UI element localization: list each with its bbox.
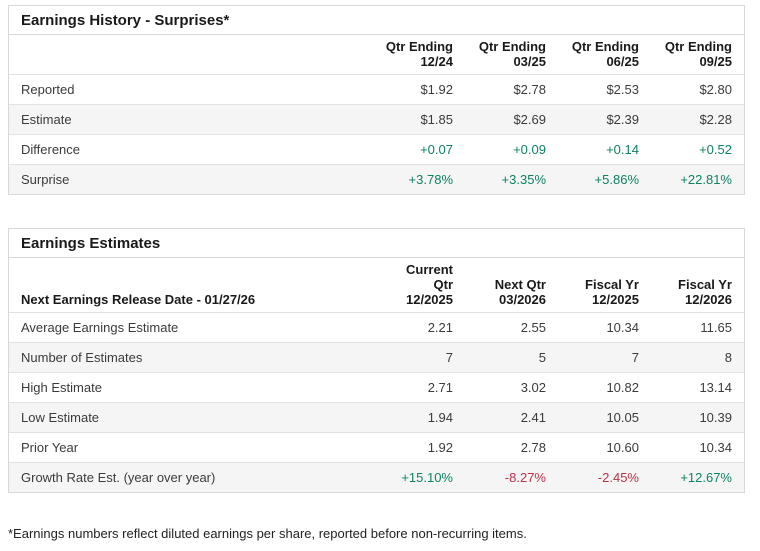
value-cell: +5.86% (594, 172, 639, 187)
table-row-low-estimate: Low Estimate 1.94 2.41 10.05 10.39 (9, 402, 744, 433)
value-cell: +0.09 (513, 142, 546, 157)
earnings-estimates-table: Next Earnings Release Date - 01/27/26 Cu… (9, 258, 744, 492)
column-header-fiscal-yr-2025: Fiscal Yr 12/2025 (558, 258, 651, 313)
value-cell: 1.92 (427, 440, 453, 455)
column-header-current-qtr: Current Qtr 12/2025 (372, 258, 465, 313)
earnings-estimates-header-row: Next Earnings Release Date - 01/27/26 Cu… (9, 258, 744, 313)
value-cell: 2.21 (427, 320, 453, 335)
row-label: Low Estimate (21, 410, 100, 425)
value-cell: 10.34 (699, 440, 732, 455)
table-row-estimate: Estimate $1.85 $2.69 $2.39 $2.28 (9, 104, 744, 135)
earnings-history-corner-cell (9, 35, 372, 75)
earnings-history-title: Earnings History - Surprises* (9, 6, 744, 35)
value-cell: $2.53 (606, 82, 639, 97)
value-cell: 10.82 (606, 380, 639, 395)
value-cell: +12.67% (680, 470, 732, 485)
column-header-line2: 12/2025 (592, 292, 639, 307)
row-label: Surprise (21, 172, 70, 187)
column-header-line1: Fiscal Yr (678, 277, 732, 292)
value-cell: 10.39 (699, 410, 732, 425)
value-cell: $2.78 (513, 82, 546, 97)
row-label: Reported (21, 82, 75, 97)
table-row-reported: Reported $1.92 $2.78 $2.53 $2.80 (9, 75, 744, 105)
row-label: High Estimate (21, 380, 102, 395)
row-label: Number of Estimates (21, 350, 143, 365)
next-earnings-release-date: Next Earnings Release Date - 01/27/26 (9, 258, 372, 313)
row-label: Estimate (21, 112, 72, 127)
column-header-qtr-0625: Qtr Ending 06/25 (558, 35, 651, 75)
table-row-growth-rate-est: Growth Rate Est. (year over year) +15.10… (9, 462, 744, 492)
value-cell: +0.14 (606, 142, 639, 157)
value-cell: $1.92 (420, 82, 453, 97)
earnings-estimates-panel: Earnings Estimates Next Earnings Release… (8, 228, 745, 493)
earnings-history-table: Qtr Ending 12/24 Qtr Ending 03/25 Qtr En… (9, 35, 744, 194)
value-cell: 11.65 (700, 320, 732, 335)
row-label: Prior Year (21, 440, 79, 455)
row-label: Average Earnings Estimate (21, 320, 179, 335)
column-header-line2: 12/2025 (406, 292, 453, 307)
column-header-line2: 12/2026 (685, 292, 732, 307)
table-row-prior-year: Prior Year 1.92 2.78 10.60 10.34 (9, 433, 744, 463)
value-cell: 2.71 (427, 380, 453, 395)
column-header-line1: Qtr Ending (385, 39, 453, 54)
row-label: Difference (21, 142, 81, 157)
column-header-line2: 09/25 (699, 54, 732, 69)
column-header-line2: 03/2026 (499, 292, 546, 307)
column-header-qtr-0325: Qtr Ending 03/25 (465, 35, 558, 75)
value-cell: 2.78 (520, 440, 546, 455)
value-cell: +3.78% (408, 172, 453, 187)
value-cell: +0.52 (699, 142, 732, 157)
column-header-line1: Current Qtr (406, 262, 453, 292)
value-cell: +15.10% (401, 470, 453, 485)
value-cell: 2.55 (520, 320, 546, 335)
value-cell: 10.60 (606, 440, 639, 455)
column-header-fiscal-yr-2026: Fiscal Yr 12/2026 (651, 258, 744, 313)
row-label: Growth Rate Est. (year over year) (21, 470, 216, 485)
value-cell: 10.05 (606, 410, 639, 425)
value-cell: 7 (445, 350, 453, 365)
value-cell: +0.07 (420, 142, 453, 157)
value-cell: 13.14 (699, 380, 732, 395)
column-header-line1: Qtr Ending (478, 39, 546, 54)
column-header-next-qtr: Next Qtr 03/2026 (465, 258, 558, 313)
value-cell: 2.41 (520, 410, 546, 425)
earnings-estimates-title: Earnings Estimates (9, 229, 744, 258)
table-row-average-earnings-estimate: Average Earnings Estimate 2.21 2.55 10.3… (9, 313, 744, 343)
column-header-line2: 12/24 (420, 54, 453, 69)
earnings-history-panel: Earnings History - Surprises* Qtr Ending… (8, 5, 745, 195)
column-header-line2: 03/25 (513, 54, 546, 69)
column-header-line1: Qtr Ending (664, 39, 732, 54)
table-row-difference: Difference +0.07 +0.09 +0.14 +0.52 (9, 135, 744, 165)
footnote: *Earnings numbers reflect diluted earnin… (8, 526, 527, 541)
value-cell: $1.85 (420, 112, 453, 127)
table-row-surprise: Surprise +3.78% +3.35% +5.86% +22.81% (9, 164, 744, 194)
column-header-line1: Fiscal Yr (585, 277, 639, 292)
value-cell: -8.27% (504, 470, 546, 485)
column-header-line1: Qtr Ending (571, 39, 639, 54)
value-cell: 3.02 (520, 380, 546, 395)
value-cell: -2.45% (597, 470, 639, 485)
value-cell: 8 (724, 350, 732, 365)
value-cell: 1.94 (427, 410, 453, 425)
value-cell: $2.39 (606, 112, 639, 127)
table-row-high-estimate: High Estimate 2.71 3.02 10.82 13.14 (9, 373, 744, 403)
value-cell: +22.81% (680, 172, 732, 187)
value-cell: 10.34 (606, 320, 639, 335)
value-cell: $2.69 (513, 112, 546, 127)
column-header-qtr-0925: Qtr Ending 09/25 (651, 35, 744, 75)
column-header-qtr-1224: Qtr Ending 12/24 (372, 35, 465, 75)
value-cell: 5 (538, 350, 546, 365)
value-cell: $2.28 (699, 112, 732, 127)
value-cell: $2.80 (699, 82, 732, 97)
column-header-line1: Next Qtr (494, 277, 546, 292)
column-header-line2: 06/25 (606, 54, 639, 69)
value-cell: 7 (631, 350, 639, 365)
value-cell: +3.35% (501, 172, 546, 187)
earnings-history-header-row: Qtr Ending 12/24 Qtr Ending 03/25 Qtr En… (9, 35, 744, 75)
table-row-number-of-estimates: Number of Estimates 7 5 7 8 (9, 342, 744, 373)
